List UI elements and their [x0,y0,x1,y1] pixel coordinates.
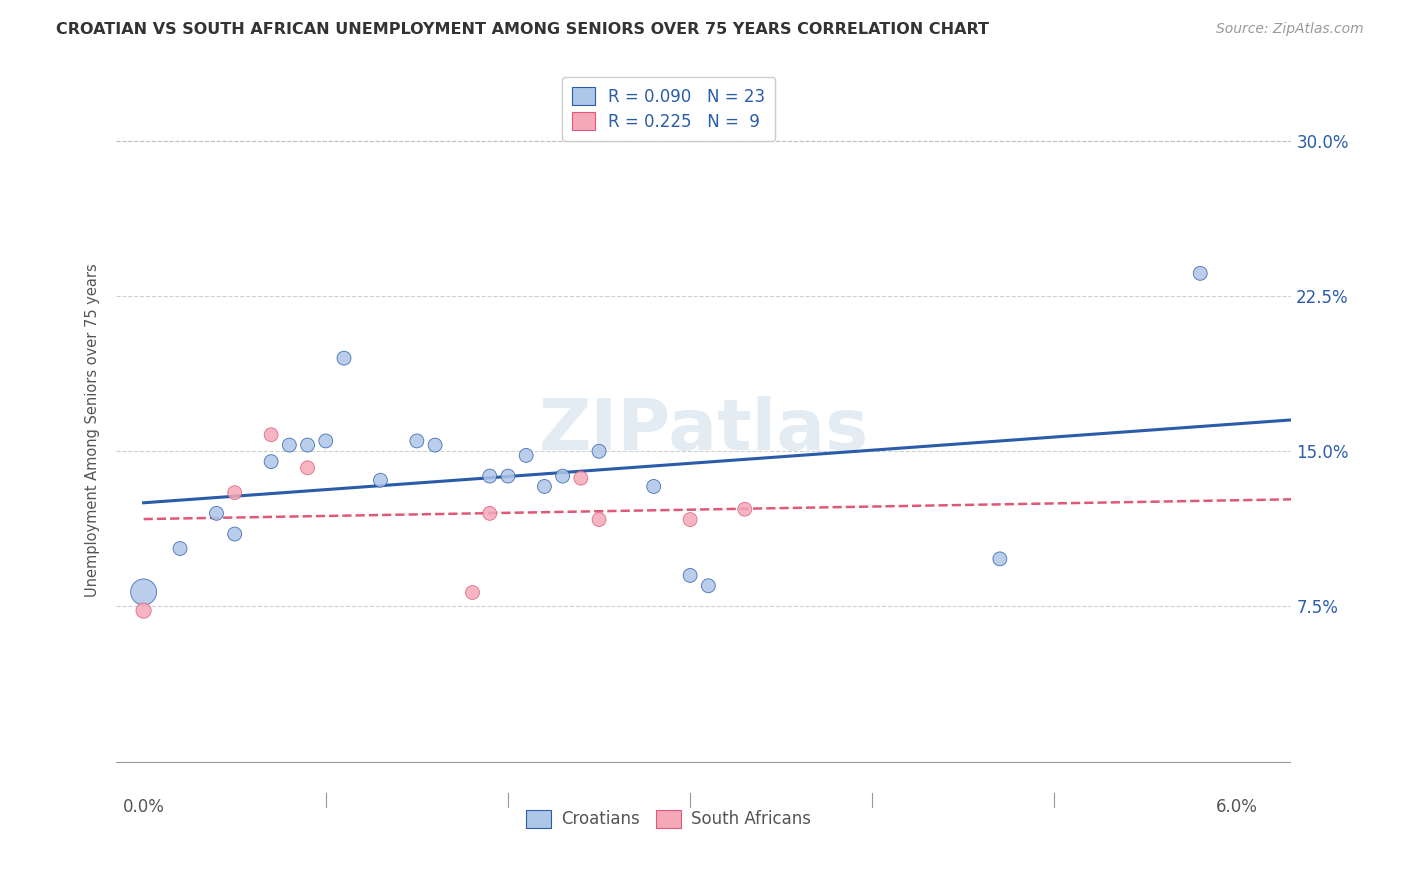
Text: CROATIAN VS SOUTH AFRICAN UNEMPLOYMENT AMONG SENIORS OVER 75 YEARS CORRELATION C: CROATIAN VS SOUTH AFRICAN UNEMPLOYMENT A… [56,22,990,37]
Text: Source: ZipAtlas.com: Source: ZipAtlas.com [1216,22,1364,37]
Point [423,438,446,452]
Point [169,541,191,556]
Point [297,460,319,475]
Point [333,351,356,366]
Point [260,455,283,469]
Y-axis label: Unemployment Among Seniors over 75 years: Unemployment Among Seniors over 75 years [86,264,100,598]
Point [260,427,283,442]
Point [679,568,702,582]
Point [988,552,1011,566]
Point [460,585,482,599]
Point [588,444,610,458]
Point [533,479,555,493]
Point [496,469,519,483]
Point [551,469,574,483]
Point [405,434,427,448]
Point [588,512,610,526]
Point [132,604,155,618]
Point [224,527,246,541]
Point [370,473,392,487]
Point [297,438,319,452]
Point [224,485,246,500]
Point [697,579,720,593]
Point [569,471,592,485]
Point [734,502,756,516]
Point [515,449,537,463]
Point [278,438,301,452]
Point [205,506,228,520]
Point [478,469,501,483]
Point [643,479,665,493]
Point [478,506,501,520]
Point [679,512,702,526]
Text: ZIPatlas: ZIPatlas [538,396,869,465]
Point [1189,266,1212,280]
Legend: Croatians, South Africans: Croatians, South Africans [519,803,818,835]
Point [132,585,155,599]
Point [315,434,337,448]
